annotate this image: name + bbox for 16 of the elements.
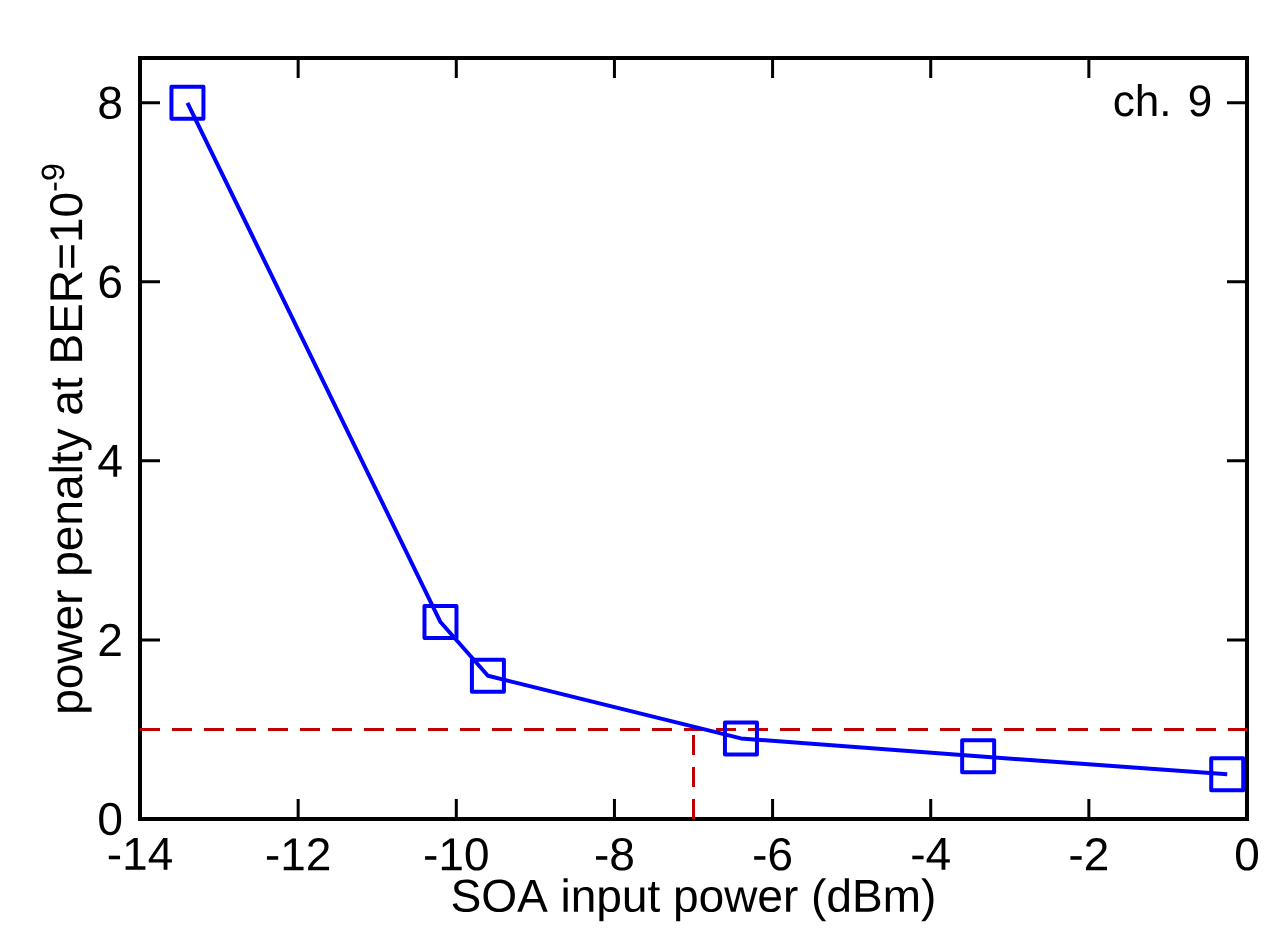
x-tick-label: -12 [266,838,330,871]
y-tick-label: 0 [99,802,122,836]
y-tick-label: 2 [99,623,121,656]
y-tick-label: 4 [98,445,122,477]
y-tick-label: 8 [99,86,121,120]
x-tick-label: -2 [1070,838,1107,871]
x-tick-label: -10 [425,838,488,871]
x-axis-title: SOA input power (dBm) [452,878,934,922]
annotation: ch. 9 [1114,84,1211,117]
x-tick-label: -4 [912,838,950,870]
x-tick-label: -14 [108,838,172,870]
y-axis-title: power penalty at BER=10$^{-9}$ [41,164,92,712]
y-tick-label: 6 [99,265,121,299]
x-tick-label: 0 [1236,838,1259,871]
x-tick-label: -6 [754,838,791,871]
x-tick-label: -8 [596,838,633,871]
